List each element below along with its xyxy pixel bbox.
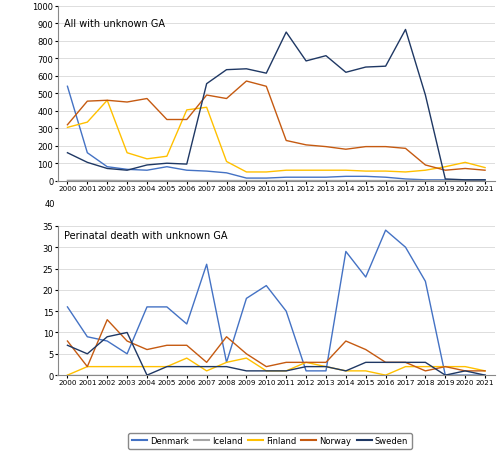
- Text: 40: 40: [44, 199, 55, 208]
- Text: Perinatal death with unknown GA: Perinatal death with unknown GA: [64, 231, 228, 241]
- Legend: Denmark, Iceland, Finland, Norway, Sweden: Denmark, Iceland, Finland, Norway, Swede…: [128, 433, 412, 449]
- Text: All with unknown GA: All with unknown GA: [64, 19, 165, 29]
